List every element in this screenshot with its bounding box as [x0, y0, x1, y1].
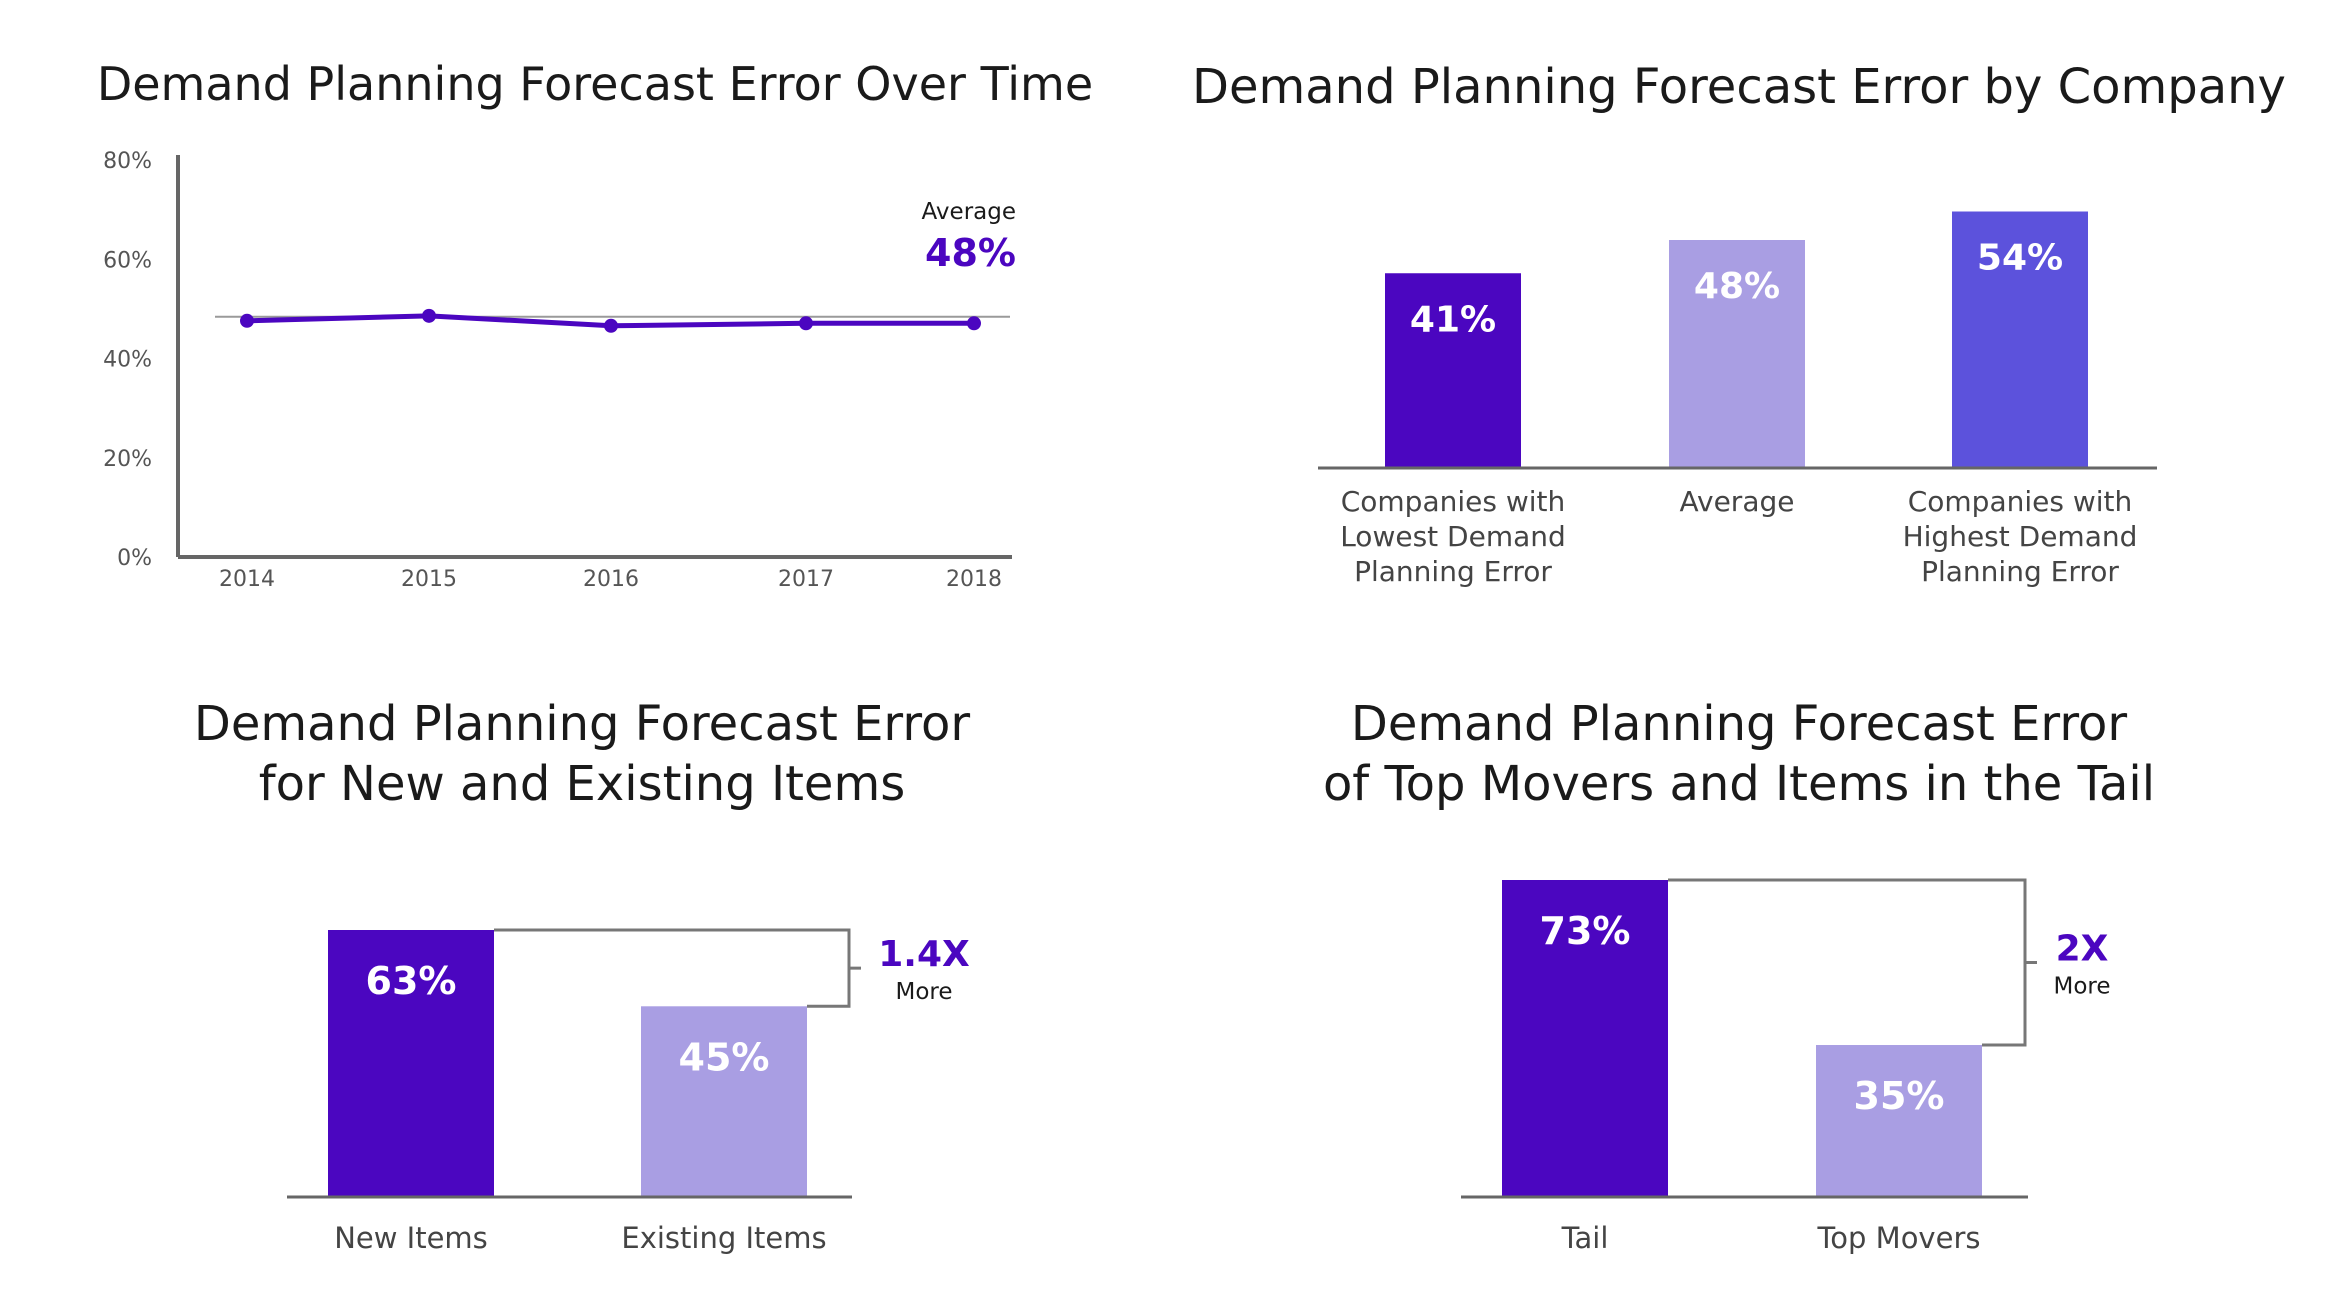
y-tick-label: 20% — [103, 447, 152, 472]
bar-value-label: 35% — [1854, 1074, 1945, 1118]
bar — [1502, 880, 1668, 1197]
category-label: Highest Demand — [1903, 520, 2138, 553]
y-tick-label: 40% — [103, 348, 152, 373]
comparison-value: 2X — [2056, 929, 2109, 970]
chart-over-time: Demand Planning Forecast Error Over Time… — [97, 57, 1093, 592]
chart-title: Demand Planning Forecast Error by Compan… — [1192, 59, 2286, 115]
bar — [1385, 273, 1521, 468]
comparison-bracket — [1668, 878, 2027, 1047]
category-label: Companies with — [1341, 485, 1566, 518]
bar-value-label: 54% — [1977, 238, 2063, 279]
bar — [1816, 1045, 1982, 1197]
data-point — [240, 313, 254, 328]
bar — [1669, 240, 1805, 468]
category-label: Tail — [1561, 1221, 1609, 1255]
comparison-label: More — [2053, 974, 2110, 1000]
bar — [328, 930, 494, 1197]
y-tick-label: 80% — [103, 149, 152, 174]
x-tick-label: 2014 — [219, 567, 275, 592]
category-label: New Items — [334, 1221, 488, 1255]
data-point — [422, 308, 436, 323]
bar — [641, 1006, 807, 1197]
bar — [1952, 211, 2088, 468]
x-tick-label: 2017 — [778, 567, 834, 592]
chart-title: Demand Planning Forecast Error — [194, 696, 970, 752]
category-label: Existing Items — [621, 1221, 826, 1255]
chart-by-company: Demand Planning Forecast Error by Compan… — [1192, 59, 2286, 588]
bar-value-label: 48% — [1694, 266, 1780, 307]
comparison-value: 1.4X — [878, 934, 970, 975]
average-value: 48% — [925, 231, 1016, 275]
x-tick-label: 2018 — [946, 567, 1002, 592]
data-point — [799, 316, 813, 331]
chart-title: for New and Existing Items — [259, 756, 905, 812]
bar-value-label: 63% — [366, 959, 457, 1003]
category-label: Average — [1680, 485, 1795, 518]
bar-value-label: 41% — [1410, 299, 1496, 340]
bar-value-label: 45% — [679, 1035, 770, 1079]
average-label: Average — [922, 199, 1016, 225]
y-tick-label: 0% — [117, 546, 152, 571]
category-label: Planning Error — [1921, 555, 2119, 588]
chart-title: Demand Planning Forecast Error Over Time — [97, 57, 1093, 111]
category-label: Companies with — [1908, 485, 2133, 518]
data-point — [967, 316, 981, 331]
category-label: Top Movers — [1817, 1221, 1981, 1255]
bar-value-label: 73% — [1540, 909, 1631, 953]
chart-title: of Top Movers and Items in the Tail — [1323, 756, 2155, 812]
data-point — [604, 318, 618, 333]
category-label: Planning Error — [1354, 555, 1552, 588]
x-tick-label: 2015 — [401, 567, 457, 592]
y-tick-label: 60% — [103, 248, 152, 273]
category-label: Lowest Demand — [1340, 520, 1566, 553]
comparison-bracket — [494, 928, 851, 1008]
chart-title: Demand Planning Forecast Error — [1351, 696, 2127, 752]
x-tick-label: 2016 — [583, 567, 639, 592]
comparison-label: More — [895, 979, 952, 1005]
